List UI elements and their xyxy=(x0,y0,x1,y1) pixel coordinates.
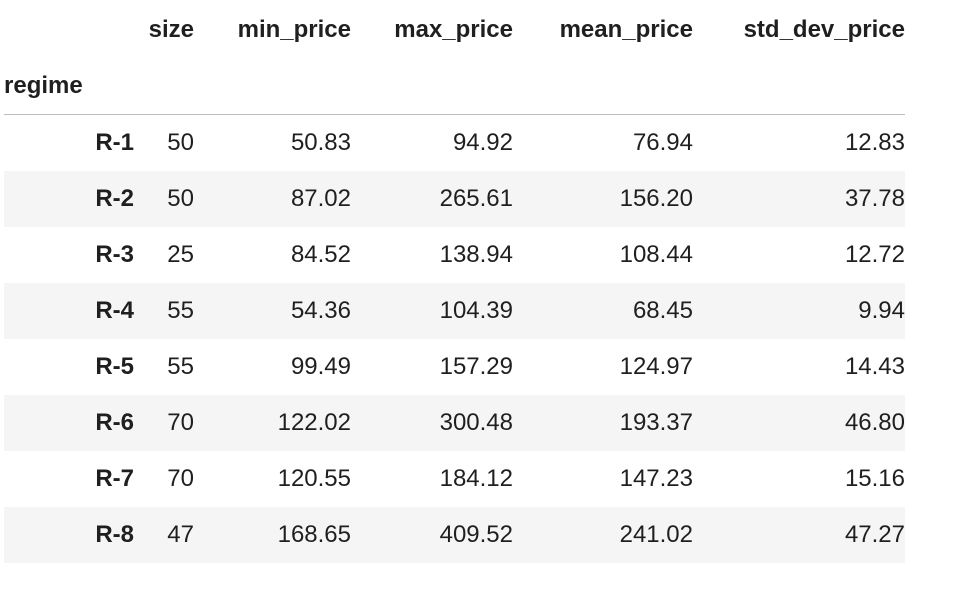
cell-size: 70 xyxy=(167,465,194,492)
table-row: R-3 25 84.52 138.94 108.44 12.72 xyxy=(4,227,905,283)
row-label: R-5 xyxy=(95,353,134,380)
table-row: R-6 70 122.02 300.48 193.37 46.80 xyxy=(4,395,905,451)
cell-min-price: 168.65 xyxy=(277,521,351,548)
column-header-min-price: min_price xyxy=(237,16,351,43)
index-row-blank xyxy=(194,58,351,115)
row-label: R-8 xyxy=(95,521,134,548)
cell-mean-price: 108.44 xyxy=(619,241,693,268)
cell-size: 70 xyxy=(167,409,194,436)
table-row: R-7 70 120.55 184.12 147.23 15.16 xyxy=(4,451,905,507)
cell-max-price: 409.52 xyxy=(439,521,513,548)
cell-min-price: 120.55 xyxy=(277,465,351,492)
cell-max-price: 104.39 xyxy=(439,297,513,324)
row-label: R-7 xyxy=(95,465,134,492)
cell-mean-price: 147.23 xyxy=(619,465,693,492)
index-name-row: regime xyxy=(4,58,905,115)
table-row: R-2 50 87.02 265.61 156.20 37.78 xyxy=(4,171,905,227)
column-header-row: size min_price max_price mean_price std_… xyxy=(4,2,905,58)
cell-size: 50 xyxy=(167,185,194,212)
cell-size: 55 xyxy=(167,353,194,380)
cell-min-price: 50.83 xyxy=(290,129,351,156)
cell-max-price: 265.61 xyxy=(439,185,513,212)
cell-min-price: 84.52 xyxy=(290,241,351,268)
cell-std-dev-price: 15.16 xyxy=(844,465,905,492)
cell-std-dev-price: 46.80 xyxy=(844,409,905,436)
cell-min-price: 122.02 xyxy=(277,409,351,436)
cell-max-price: 157.29 xyxy=(439,353,513,380)
cell-std-dev-price: 14.43 xyxy=(844,353,905,380)
cell-std-dev-price: 12.72 xyxy=(844,241,905,268)
cell-max-price: 300.48 xyxy=(439,409,513,436)
index-row-blank xyxy=(693,58,905,115)
table-row: R-1 50 50.83 94.92 76.94 12.83 xyxy=(4,114,905,171)
cell-min-price: 54.36 xyxy=(290,297,351,324)
cell-mean-price: 193.37 xyxy=(619,409,693,436)
cell-size: 25 xyxy=(167,241,194,268)
index-row-blank xyxy=(351,58,513,115)
cell-size: 50 xyxy=(167,129,194,156)
cell-max-price: 94.92 xyxy=(452,129,513,156)
cell-mean-price: 68.45 xyxy=(632,297,693,324)
cell-mean-price: 156.20 xyxy=(619,185,693,212)
row-label: R-6 xyxy=(95,409,134,436)
dataframe-table: size min_price max_price mean_price std_… xyxy=(4,2,905,563)
row-label: R-3 xyxy=(95,241,134,268)
cell-mean-price: 124.97 xyxy=(619,353,693,380)
cell-std-dev-price: 47.27 xyxy=(844,521,905,548)
cell-std-dev-price: 37.78 xyxy=(844,185,905,212)
column-header-size: size xyxy=(148,16,194,43)
column-header-mean-price: mean_price xyxy=(559,16,693,43)
cell-min-price: 99.49 xyxy=(290,353,351,380)
column-header-max-price: max_price xyxy=(394,16,513,43)
column-header-std-dev-price: std_dev_price xyxy=(743,16,905,43)
cell-std-dev-price: 12.83 xyxy=(844,129,905,156)
cell-size: 55 xyxy=(167,297,194,324)
table-row: R-8 47 168.65 409.52 241.02 47.27 xyxy=(4,507,905,563)
row-label: R-2 xyxy=(95,185,134,212)
row-label: R-4 xyxy=(95,297,134,324)
index-name-header: regime xyxy=(4,58,134,115)
cell-mean-price: 241.02 xyxy=(619,521,693,548)
row-label: R-1 xyxy=(95,129,134,156)
cell-max-price: 138.94 xyxy=(439,241,513,268)
table-row: R-4 55 54.36 104.39 68.45 9.94 xyxy=(4,283,905,339)
cell-mean-price: 76.94 xyxy=(632,129,693,156)
table-row: R-5 55 99.49 157.29 124.97 14.43 xyxy=(4,339,905,395)
index-row-blank xyxy=(134,58,194,115)
cell-max-price: 184.12 xyxy=(439,465,513,492)
cell-size: 47 xyxy=(167,521,194,548)
cell-min-price: 87.02 xyxy=(290,185,351,212)
cell-std-dev-price: 9.94 xyxy=(858,297,905,324)
header-corner xyxy=(4,2,134,58)
index-row-blank xyxy=(513,58,693,115)
